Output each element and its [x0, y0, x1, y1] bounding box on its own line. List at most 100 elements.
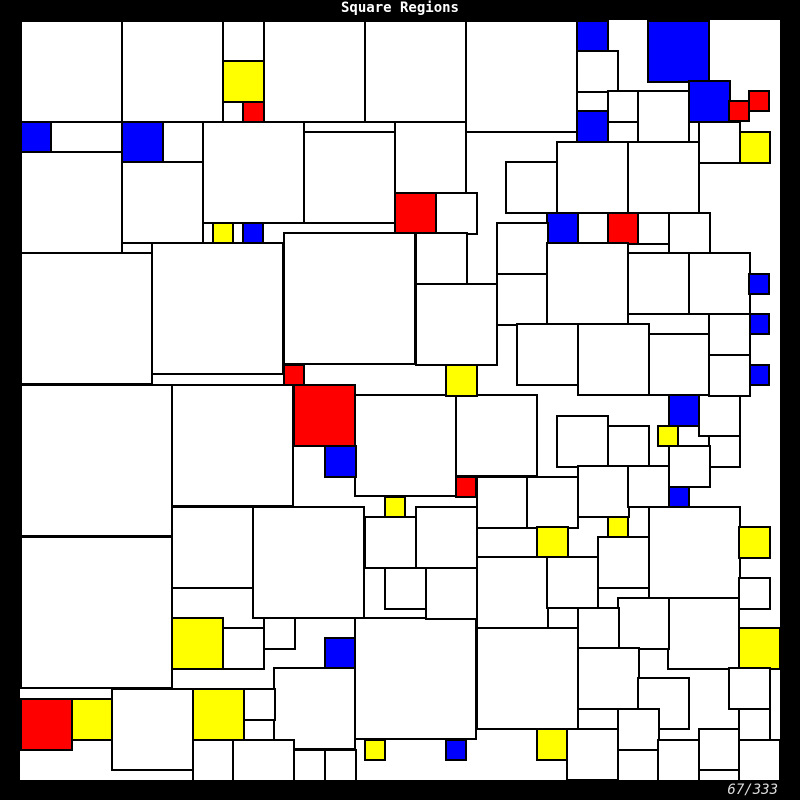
white-square — [20, 151, 123, 254]
white-square — [627, 465, 670, 508]
white-square — [20, 20, 123, 123]
blue-square — [748, 273, 770, 295]
white-square — [577, 323, 650, 396]
white-square — [648, 333, 711, 396]
white-square — [151, 242, 284, 375]
white-square — [577, 465, 630, 518]
white-square — [648, 506, 741, 599]
yellow-square — [738, 627, 780, 670]
white-square — [577, 647, 640, 710]
blue-square — [748, 313, 770, 335]
yellow-square — [384, 496, 406, 518]
white-square — [465, 20, 578, 133]
red-square — [20, 698, 73, 751]
white-square — [698, 121, 741, 164]
white-square — [20, 384, 173, 537]
red-square — [283, 364, 305, 386]
white-square — [728, 667, 771, 710]
blue-square — [546, 212, 579, 245]
frame-counter: 67/333 — [727, 782, 778, 798]
white-square — [566, 728, 619, 780]
white-square — [415, 232, 468, 285]
white-square — [526, 476, 579, 529]
yellow-square — [657, 425, 679, 447]
white-square — [698, 394, 741, 437]
white-square — [576, 50, 619, 93]
blue-square — [688, 80, 731, 123]
white-square — [657, 739, 700, 780]
white-square — [111, 688, 194, 771]
white-square — [222, 20, 265, 63]
white-square — [505, 161, 558, 214]
white-square — [364, 516, 417, 569]
white-square — [738, 577, 771, 610]
white-square — [324, 749, 357, 780]
white-square — [637, 212, 670, 245]
yellow-square — [171, 617, 224, 670]
white-square — [20, 252, 153, 385]
yellow-square — [536, 526, 569, 559]
blue-square — [20, 121, 52, 153]
white-square — [546, 242, 629, 325]
yellow-square — [222, 60, 265, 103]
white-square — [617, 597, 670, 650]
white-square — [243, 688, 276, 721]
red-square — [748, 90, 770, 112]
red-square — [607, 212, 640, 245]
white-square — [668, 212, 711, 255]
yellow-square — [536, 728, 569, 761]
white-square — [162, 121, 205, 164]
white-square — [546, 556, 599, 609]
blue-square — [324, 637, 357, 670]
white-square — [637, 90, 690, 143]
white-square — [222, 627, 265, 670]
white-square — [263, 20, 366, 123]
blue-square — [445, 739, 467, 761]
white-square — [738, 708, 771, 741]
yellow-square — [192, 688, 245, 741]
white-square — [516, 323, 579, 386]
white-square — [283, 232, 416, 365]
white-square — [667, 597, 740, 670]
blue-square — [668, 486, 690, 508]
blue-square — [576, 110, 609, 143]
white-square — [738, 739, 780, 780]
white-square — [698, 728, 741, 771]
white-square — [597, 536, 650, 589]
white-square — [252, 506, 365, 619]
white-square — [708, 313, 751, 356]
yellow-square — [607, 516, 629, 538]
yellow-square — [71, 698, 114, 741]
white-square — [202, 121, 305, 224]
white-square — [354, 394, 457, 497]
white-square — [496, 273, 549, 326]
white-square — [435, 192, 478, 235]
page-title: Square Regions — [340, 0, 459, 16]
white-square — [384, 567, 427, 610]
white-square — [425, 567, 478, 620]
white-square — [415, 283, 498, 366]
white-square — [192, 739, 235, 780]
yellow-square — [364, 739, 386, 761]
white-square — [627, 141, 700, 214]
white-square — [688, 252, 751, 315]
white-square — [577, 607, 620, 650]
red-square — [293, 384, 356, 447]
white-square — [708, 354, 751, 397]
white-square — [394, 121, 467, 194]
white-square — [121, 20, 224, 123]
white-square — [293, 749, 326, 780]
white-square — [263, 617, 296, 650]
white-square — [455, 394, 538, 477]
white-square — [232, 739, 295, 780]
blue-square — [647, 20, 710, 83]
red-square — [394, 192, 437, 235]
white-square — [556, 141, 629, 214]
blue-square — [748, 364, 770, 386]
yellow-square — [212, 222, 234, 244]
white-square — [476, 476, 529, 529]
blue-square — [668, 394, 701, 427]
white-square — [556, 415, 609, 468]
white-square — [607, 90, 640, 123]
yellow-square — [445, 364, 478, 397]
